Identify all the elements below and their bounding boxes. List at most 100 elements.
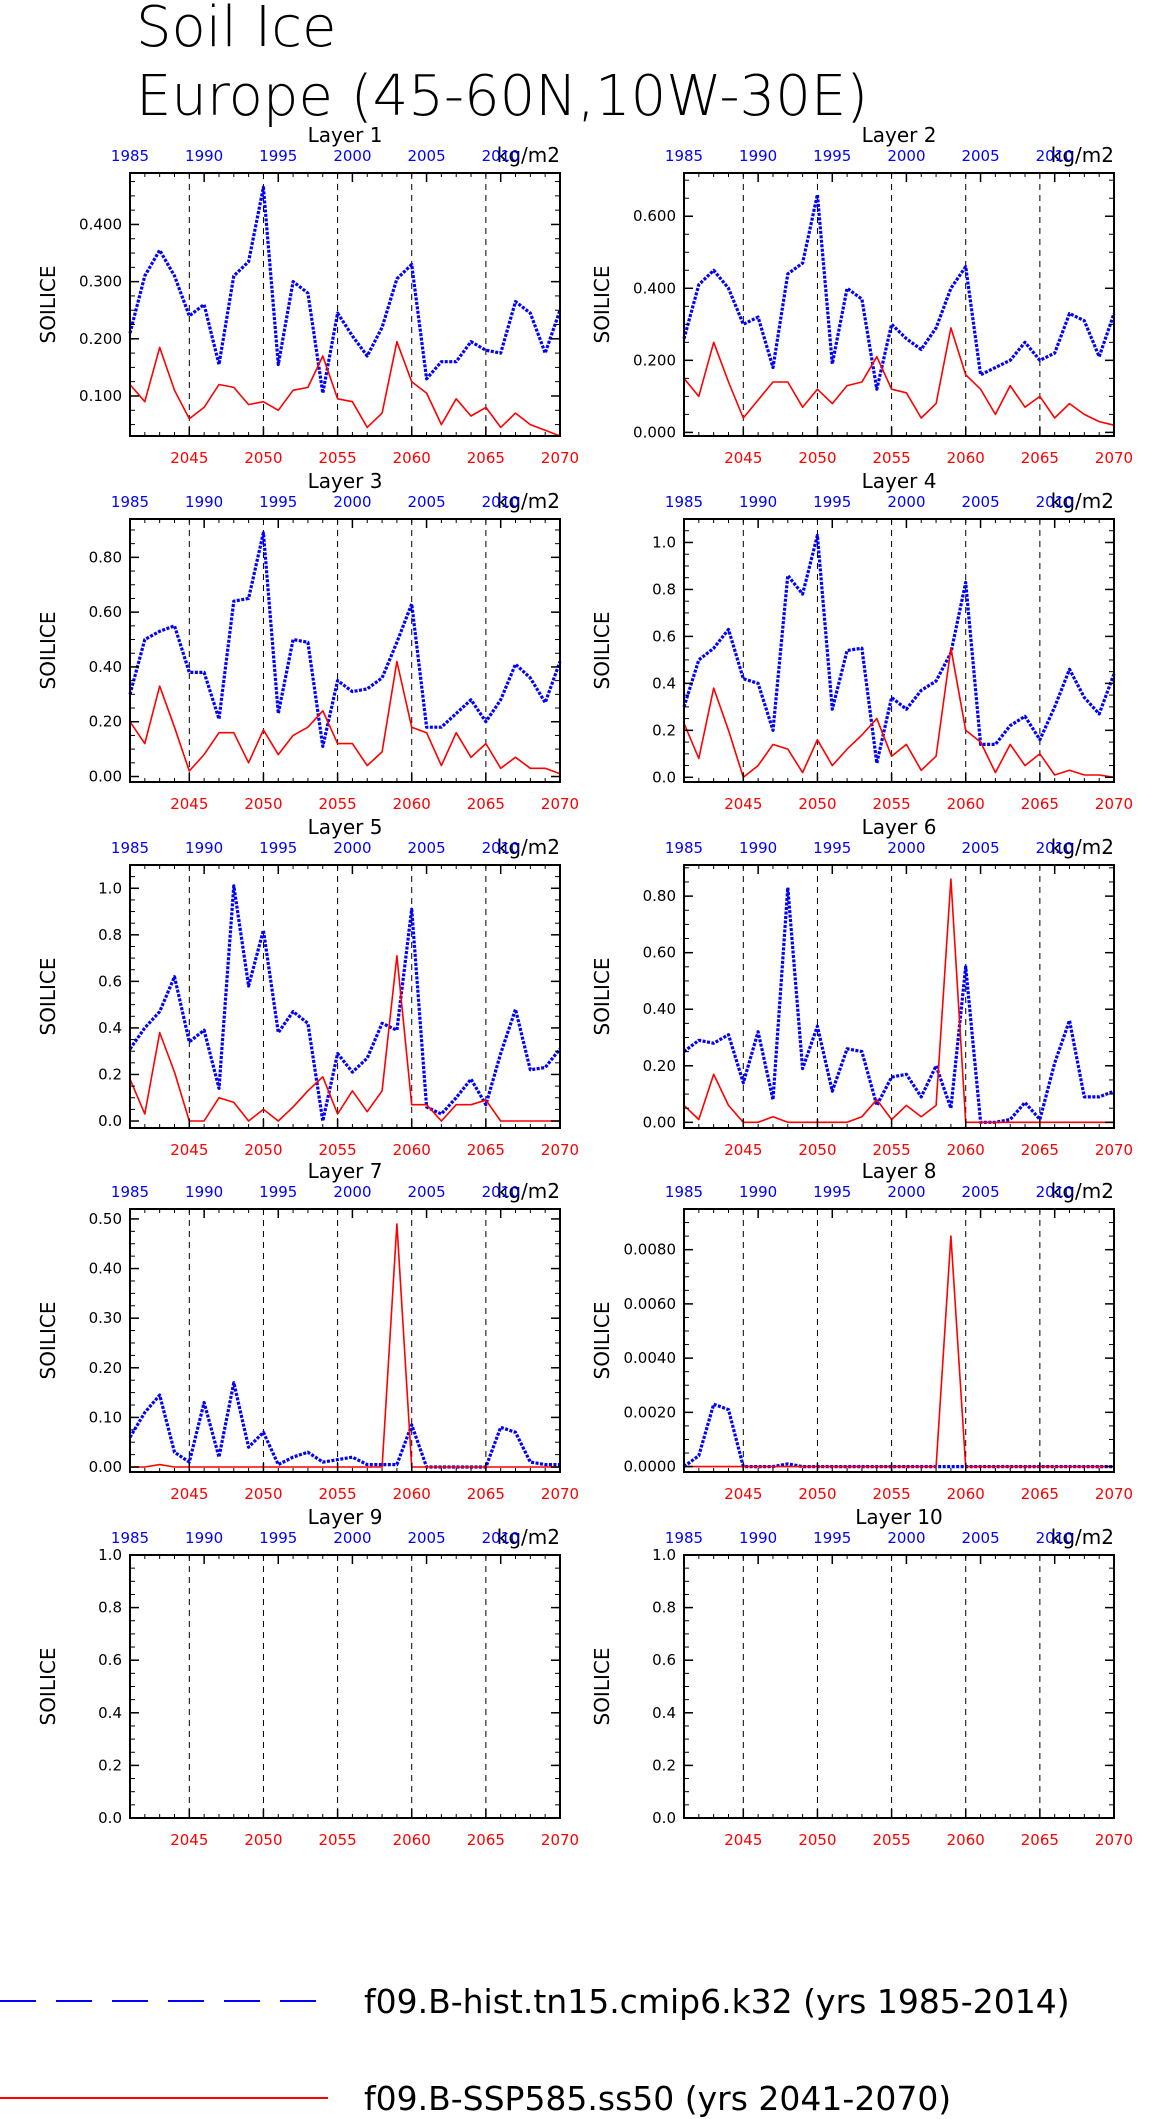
layer-9-xtick-top-label: 2010 bbox=[482, 1529, 520, 1547]
layer-2-units-label: kg/m2 bbox=[1051, 143, 1114, 167]
layer-3-xtick-bottom-label: 2060 bbox=[393, 795, 431, 813]
layer-4-ssp-series-line bbox=[683, 647, 1115, 779]
layer-10-xtick-bottom-label: 2045 bbox=[724, 1831, 762, 1849]
layer-6-xtick-bottom-label: 2070 bbox=[1095, 1141, 1133, 1159]
layer-6-y-axis-label: SOILICE bbox=[590, 958, 614, 1036]
layer-2-ytick-label: 0.200 bbox=[633, 351, 676, 369]
layer-8-xtick-bottom-label: 2065 bbox=[1021, 1485, 1059, 1503]
layer-4-xtick-top-label: 1995 bbox=[813, 493, 851, 511]
layer-1-xtick-bottom-label: 2055 bbox=[318, 449, 356, 467]
layer-10-ytick-label: 0.8 bbox=[652, 1599, 676, 1617]
layer-7-hist-series-line bbox=[128, 1381, 560, 1469]
layer-8-xtick-top-label: 2000 bbox=[887, 1183, 925, 1201]
layer-10-xtick-top-label: 1990 bbox=[739, 1529, 777, 1547]
layer-1-xtick-top-label: 2005 bbox=[407, 147, 445, 165]
layer-5-ytick-label: 0.2 bbox=[98, 1065, 122, 1083]
layer-8-xtick-top-label: 1990 bbox=[739, 1183, 777, 1201]
layer-6-ytick-label: 0.60 bbox=[643, 944, 676, 962]
layer-6-hist-series-line bbox=[683, 885, 1115, 1124]
layer-3-y-axis-label: SOILICE bbox=[36, 612, 60, 690]
layer-6-panel: Layer 6 kg/m2 SOILICE 0.00 0.20 0.40 0.60 0.80 2… bbox=[590, 815, 1133, 1159]
layer-8-y-axis-label: SOILICE bbox=[590, 1302, 614, 1380]
layer-5-xtick-bottom-label: 2050 bbox=[244, 1141, 282, 1159]
layer-5-xtick-top-label: 1995 bbox=[259, 839, 297, 857]
layer-10-xtick-top-label: 2000 bbox=[887, 1529, 925, 1547]
layer-8-xtick-bottom-label: 2060 bbox=[947, 1485, 985, 1503]
layer-2-xtick-top-label: 2005 bbox=[961, 147, 999, 165]
layer-1-ytick-label: 0.200 bbox=[79, 330, 122, 348]
layer-3-ssp-series-line bbox=[129, 660, 561, 775]
layer-8-hist-series-line bbox=[683, 1402, 1114, 1469]
layer-4-xtick-top-label: 1990 bbox=[739, 493, 777, 511]
layer-7-panel: Layer 7 kg/m2 SOILICE 0.00 0.10 0.20 0.30 0.40 0… bbox=[36, 1159, 579, 1503]
layer-4-title: Layer 4 bbox=[862, 469, 937, 493]
layer-2-xtick-top-label: 1990 bbox=[739, 147, 777, 165]
layer-6-xtick-top-label: 1985 bbox=[665, 839, 703, 857]
layer-9-plot-frame bbox=[129, 1554, 561, 1819]
layer-5-ytick-label: 0.8 bbox=[98, 926, 122, 944]
layer-4-ytick-label: 0.4 bbox=[652, 674, 676, 692]
layer-3-title: Layer 3 bbox=[308, 469, 383, 493]
layer-5-xtick-bottom-label: 2060 bbox=[393, 1141, 431, 1159]
layer-4-panel: Layer 4 kg/m2 SOILICE 0.0 0.2 0.4 0.6 0.8 1.0 204… bbox=[590, 469, 1133, 813]
layer-4-xtick-top-label: 2000 bbox=[887, 493, 925, 511]
layer-5-ytick-label: 0.6 bbox=[98, 972, 122, 990]
layer-7-xtick-top-label: 1990 bbox=[185, 1183, 223, 1201]
layer-4-xtick-bottom-label: 2065 bbox=[1021, 795, 1059, 813]
layer-8-panel: Layer 8 kg/m2 SOILICE 0.0000 0.0020 0.0040 0.0… bbox=[590, 1159, 1133, 1503]
layer-1-title: Layer 1 bbox=[308, 123, 383, 147]
layer-3-xtick-top-label: 2005 bbox=[407, 493, 445, 511]
layer-4-ytick-label: 0.2 bbox=[652, 721, 676, 739]
layer-5-xtick-bottom-label: 2065 bbox=[467, 1141, 505, 1159]
layer-7-xtick-top-label: 1995 bbox=[259, 1183, 297, 1201]
layer-7-xtick-bottom-label: 2055 bbox=[318, 1485, 356, 1503]
layer-2-xtick-top-label: 1995 bbox=[813, 147, 851, 165]
layer-2-xtick-bottom-label: 2050 bbox=[798, 449, 836, 467]
layer-8-xtick-top-label: 2010 bbox=[1036, 1183, 1074, 1201]
layer-2-xtick-bottom-label: 2045 bbox=[724, 449, 762, 467]
layer-8-xtick-top-label: 1995 bbox=[813, 1183, 851, 1201]
layer-4-ytick-label: 0.6 bbox=[652, 627, 676, 645]
layer-5-xtick-top-label: 1985 bbox=[111, 839, 149, 857]
layer-1-panel: Layer 1 kg/m2 SOILICE 0.100 0.200 0.300 0.400 2… bbox=[36, 123, 579, 467]
layer-8-ytick-label: 0.0000 bbox=[624, 1458, 677, 1476]
layer-7-ytick-label: 0.30 bbox=[89, 1309, 122, 1327]
layer-5-xtick-top-label: 2000 bbox=[333, 839, 371, 857]
layer-6-xtick-bottom-label: 2065 bbox=[1021, 1141, 1059, 1159]
layer-3-xtick-bottom-label: 2065 bbox=[467, 795, 505, 813]
layer-7-plot-frame bbox=[129, 1208, 561, 1473]
layer-6-ytick-label: 0.40 bbox=[643, 1000, 676, 1018]
layer-10-ytick-label: 0.6 bbox=[652, 1651, 676, 1669]
layer-8-xtick-bottom-label: 2045 bbox=[724, 1485, 762, 1503]
layer-3-xtick-top-label: 1990 bbox=[185, 493, 223, 511]
layer-10-units-label: kg/m2 bbox=[1051, 1525, 1114, 1549]
layer-2-ytick-label: 0.000 bbox=[633, 423, 676, 441]
layer-7-xtick-bottom-label: 2045 bbox=[170, 1485, 208, 1503]
layer-10-xtick-top-label: 1985 bbox=[665, 1529, 703, 1547]
layer-10-y-axis-label: SOILICE bbox=[590, 1648, 614, 1726]
layer-1-xtick-bottom-label: 2065 bbox=[467, 449, 505, 467]
layer-1-xtick-bottom-label: 2050 bbox=[244, 449, 282, 467]
layer-3-xtick-bottom-label: 2045 bbox=[170, 795, 208, 813]
layer-10-panel: Layer 10 kg/m2 SOILICE 0.0 0.2 0.4 0.6 0.8 1.0 20… bbox=[590, 1505, 1133, 1849]
layer-2-xtick-bottom-label: 2065 bbox=[1021, 449, 1059, 467]
layer-5-ytick-label: 0.0 bbox=[98, 1112, 122, 1130]
layer-5-xtick-bottom-label: 2070 bbox=[541, 1141, 579, 1159]
layer-3-ytick-label: 0.00 bbox=[89, 768, 122, 786]
layer-4-ytick-label: 1.0 bbox=[652, 533, 676, 551]
layer-7-xtick-bottom-label: 2060 bbox=[393, 1485, 431, 1503]
layer-6-xtick-bottom-label: 2050 bbox=[798, 1141, 836, 1159]
layer-2-y-axis-label: SOILICE bbox=[590, 266, 614, 344]
layer-6-xtick-bottom-label: 2055 bbox=[872, 1141, 910, 1159]
layer-4-plot-frame bbox=[683, 518, 1115, 783]
layer-1-xtick-bottom-label: 2070 bbox=[541, 449, 579, 467]
layer-10-ytick-label: 1.0 bbox=[652, 1546, 676, 1564]
layer-6-plot-frame bbox=[683, 864, 1115, 1129]
layer-7-units-label: kg/m2 bbox=[497, 1179, 560, 1203]
layer-7-ytick-label: 0.00 bbox=[89, 1458, 122, 1476]
layer-7-ytick-label: 0.10 bbox=[89, 1408, 122, 1426]
layer-2-xtick-top-label: 2000 bbox=[887, 147, 925, 165]
layer-4-ytick-label: 0.0 bbox=[652, 768, 676, 786]
layer-1-hist-series-line bbox=[128, 185, 562, 395]
layer-7-xtick-top-label: 2010 bbox=[482, 1183, 520, 1201]
